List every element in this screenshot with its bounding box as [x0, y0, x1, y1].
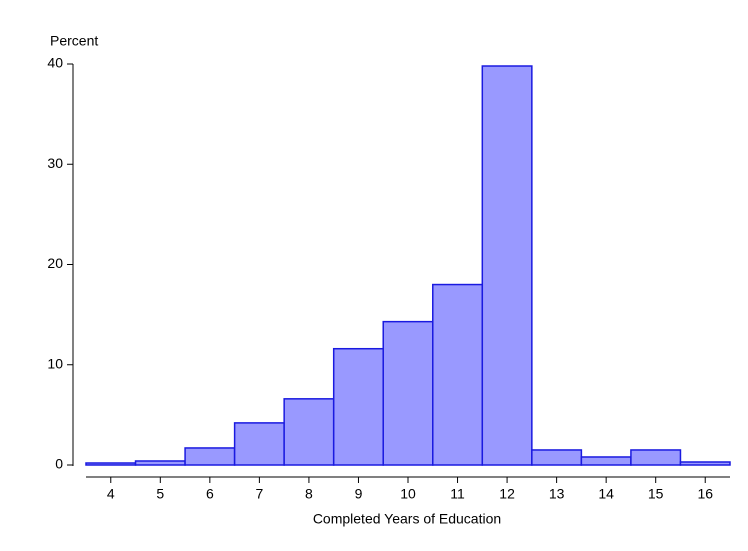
x-tick-label: 6: [206, 486, 214, 502]
y-tick-label: 10: [47, 355, 63, 371]
x-tick-label: 9: [355, 486, 363, 502]
bar: [679, 461, 731, 466]
bar: [481, 65, 533, 466]
bar: [184, 447, 236, 466]
bar: [233, 422, 285, 466]
bar: [85, 462, 137, 466]
bar: [432, 283, 484, 466]
x-tick-label: 11: [450, 486, 465, 502]
x-tick-label: 16: [697, 486, 713, 502]
y-tick-label: 30: [47, 155, 63, 171]
y-axis-label: Percent: [50, 33, 98, 49]
x-tick-label: 7: [255, 486, 263, 502]
x-tick-label: 12: [499, 486, 515, 502]
bar: [630, 449, 682, 466]
y-tick-label: 40: [47, 55, 63, 71]
bar: [531, 449, 583, 466]
x-tick-label: 14: [598, 486, 614, 502]
x-tick-label: 5: [156, 486, 164, 502]
x-tick-label: 13: [549, 486, 565, 502]
bar: [382, 320, 434, 466]
x-tick-label: 10: [400, 486, 416, 502]
x-tick-label: 15: [648, 486, 664, 502]
x-axis-label: Completed Years of Education: [313, 511, 501, 527]
bar: [283, 398, 335, 466]
y-tick-label: 20: [47, 255, 63, 271]
x-tick-label: 8: [305, 486, 313, 502]
bar: [580, 456, 632, 466]
bar: [134, 460, 186, 466]
bar: [332, 347, 384, 466]
x-tick-label: 4: [107, 486, 115, 502]
y-tick-label: 0: [55, 456, 63, 472]
